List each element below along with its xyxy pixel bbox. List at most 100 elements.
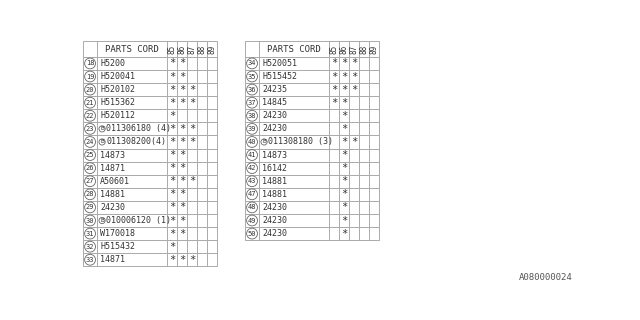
Text: W170018: W170018 (100, 229, 135, 238)
Bar (83, 175, 217, 188)
Text: 86: 86 (177, 44, 186, 54)
Text: 14881: 14881 (262, 177, 287, 186)
Text: *: * (169, 124, 175, 134)
Text: 31: 31 (86, 231, 94, 236)
Text: 36: 36 (248, 87, 256, 92)
Text: 88: 88 (360, 44, 369, 54)
Text: 48: 48 (248, 204, 256, 211)
Text: H5200: H5200 (100, 59, 125, 68)
Text: 19: 19 (86, 74, 94, 79)
Text: *: * (340, 176, 347, 186)
Text: *: * (169, 71, 175, 82)
Bar (83, 122, 217, 135)
Text: 38: 38 (248, 113, 256, 119)
Text: *: * (340, 163, 347, 173)
Text: *: * (179, 215, 185, 226)
Text: B: B (262, 140, 266, 144)
Text: H520041: H520041 (100, 72, 135, 81)
Text: 29: 29 (86, 204, 94, 211)
Bar (83, 83, 217, 96)
Bar (245, 162, 379, 175)
Text: *: * (179, 98, 185, 108)
Bar (83, 148, 217, 162)
Text: *: * (179, 255, 185, 265)
Text: *: * (179, 59, 185, 68)
Text: *: * (179, 176, 185, 186)
Text: 32: 32 (86, 244, 94, 250)
Text: *: * (169, 255, 175, 265)
Bar (245, 42, 379, 57)
Text: *: * (179, 84, 185, 95)
Bar (83, 201, 217, 214)
Text: A080000024: A080000024 (519, 273, 573, 282)
Text: A50601: A50601 (100, 177, 130, 186)
Text: B: B (100, 126, 104, 132)
Bar (245, 83, 379, 96)
Text: 87: 87 (188, 44, 196, 54)
Text: *: * (189, 84, 195, 95)
Text: 010006120 (1): 010006120 (1) (106, 216, 172, 225)
Text: 39: 39 (248, 126, 256, 132)
Text: *: * (169, 59, 175, 68)
Bar (83, 227, 217, 240)
Text: 24230: 24230 (262, 111, 287, 120)
Text: 14873: 14873 (262, 150, 287, 160)
Text: 16142: 16142 (262, 164, 287, 173)
Text: 14873: 14873 (100, 150, 125, 160)
Text: H515362: H515362 (100, 98, 135, 107)
Text: *: * (331, 71, 337, 82)
Text: 20: 20 (86, 87, 94, 92)
Text: 47: 47 (248, 191, 256, 197)
Text: *: * (340, 124, 347, 134)
Bar (83, 214, 217, 227)
Text: 85: 85 (167, 44, 177, 54)
Bar (83, 96, 217, 109)
Text: PARTS CORD: PARTS CORD (267, 45, 321, 54)
Text: *: * (169, 189, 175, 199)
Bar (83, 70, 217, 83)
Text: *: * (351, 71, 357, 82)
Text: 14871: 14871 (100, 164, 125, 173)
Bar (245, 57, 379, 70)
Bar (245, 188, 379, 201)
Text: 40: 40 (248, 139, 256, 145)
Text: 30: 30 (86, 218, 94, 223)
Text: 25: 25 (86, 152, 94, 158)
Bar (245, 227, 379, 240)
Text: *: * (169, 242, 175, 252)
Text: H515432: H515432 (100, 242, 135, 251)
Text: 49: 49 (248, 218, 256, 223)
Text: *: * (351, 137, 357, 147)
Text: *: * (169, 163, 175, 173)
Text: *: * (179, 228, 185, 239)
Text: *: * (340, 189, 347, 199)
Text: *: * (189, 255, 195, 265)
Text: *: * (169, 98, 175, 108)
Text: *: * (179, 203, 185, 212)
Bar (245, 148, 379, 162)
Text: *: * (340, 137, 347, 147)
Text: 24230: 24230 (262, 216, 287, 225)
Bar (245, 109, 379, 122)
Text: B: B (100, 218, 104, 223)
Text: *: * (169, 111, 175, 121)
Text: *: * (169, 176, 175, 186)
Text: 18: 18 (86, 60, 94, 67)
Text: B: B (100, 140, 104, 144)
Text: 34: 34 (248, 60, 256, 67)
Text: 50: 50 (248, 231, 256, 236)
Bar (245, 70, 379, 83)
Text: *: * (169, 150, 175, 160)
Text: 24: 24 (86, 139, 94, 145)
Bar (245, 135, 379, 148)
Text: *: * (351, 59, 357, 68)
Text: *: * (340, 203, 347, 212)
Text: *: * (179, 189, 185, 199)
Bar (83, 240, 217, 253)
Text: *: * (169, 137, 175, 147)
Text: *: * (179, 137, 185, 147)
Text: H520102: H520102 (100, 85, 135, 94)
Text: 011308180 (3): 011308180 (3) (268, 138, 333, 147)
Text: 14881: 14881 (262, 190, 287, 199)
Bar (245, 201, 379, 214)
